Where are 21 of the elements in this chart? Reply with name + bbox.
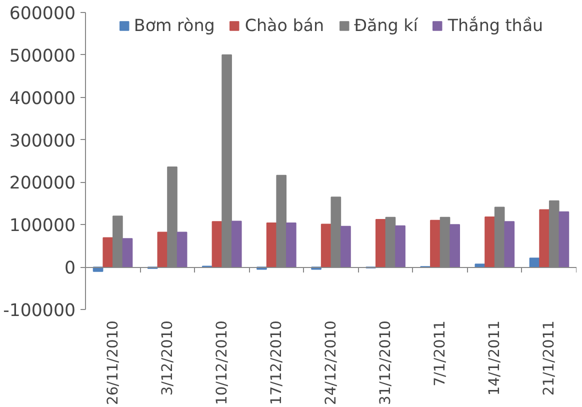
y-tick-label: 500000 — [9, 46, 76, 66]
x-tick-label: 21/1/2011 — [540, 320, 558, 396]
y-tick-label: 300000 — [9, 131, 76, 152]
x-tick-label: 10/12/2010 — [213, 320, 230, 405]
legend-label: Bơm ròng — [134, 16, 215, 35]
y-tick-label: 200000 — [9, 174, 76, 194]
y-tick-label: -100000 — [3, 301, 76, 321]
x-tick-label: 3/12/2010 — [158, 320, 176, 396]
legend-label: Đăng kí — [354, 16, 418, 35]
x-tick-label: 26/11/2010 — [104, 320, 122, 405]
x-tick-label: 17/12/2010 — [268, 320, 285, 405]
x-tick-label: 14/1/2011 — [486, 320, 504, 396]
legend-label: Thắng thầu — [448, 16, 544, 35]
y-tick-label: 400000 — [9, 88, 76, 109]
y-tick-label: 100000 — [9, 216, 76, 236]
y-tick-label: 0 — [64, 258, 76, 279]
x-tick-label: 31/12/2010 — [377, 320, 394, 405]
y-tick-label: 600000 — [9, 4, 76, 24]
x-tick-label: 7/1/2011 — [432, 320, 449, 386]
x-tick-label: 24/12/2010 — [322, 320, 340, 405]
legend-label: Chào bán — [244, 16, 324, 35]
